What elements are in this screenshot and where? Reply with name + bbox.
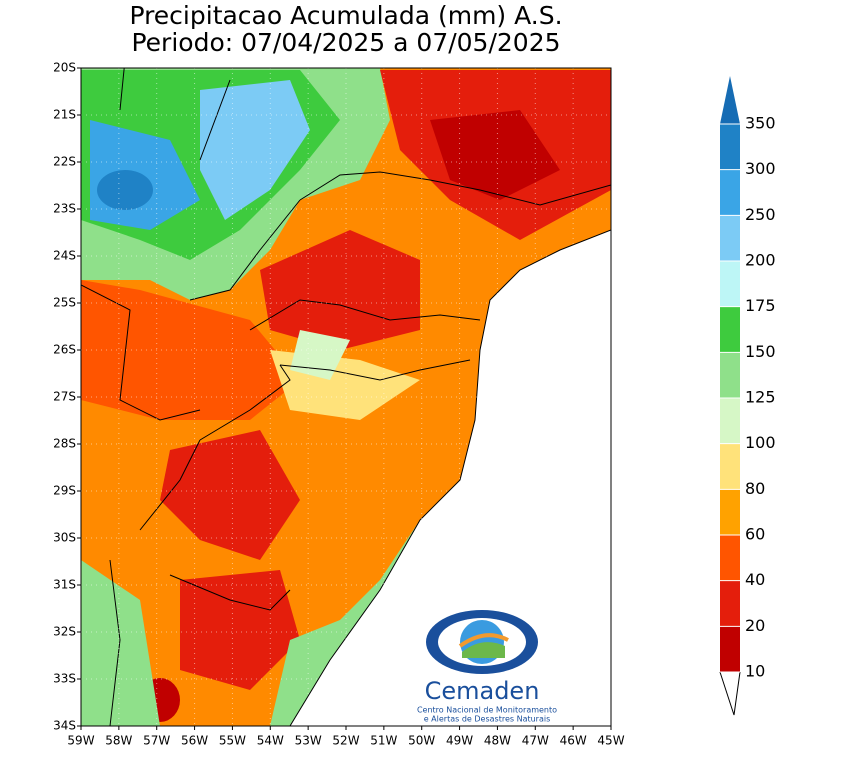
colorbar-label: 60 (745, 525, 765, 544)
lon-label: 53W (295, 734, 322, 748)
logo-line2: e Alertas de Desastres Naturais (424, 715, 551, 724)
colorbar-segment (720, 580, 740, 627)
colorbar-label: 40 (745, 570, 765, 589)
colorbar-label: 10 (745, 662, 765, 681)
lon-label: 54W (257, 734, 284, 748)
lon-label: 59W (67, 734, 94, 748)
lon-label: 50W (408, 734, 435, 748)
lon-label: 58W (105, 734, 132, 748)
lat-label: 28S (53, 437, 76, 451)
lat-label: 23S (53, 202, 76, 216)
lat-label: 22S (53, 155, 76, 169)
lat-label: 34S (53, 719, 76, 733)
colorbar-segment (720, 398, 740, 444)
precipitation-field (81, 68, 611, 726)
colorbar-label: 150 (745, 342, 776, 361)
colorbar-segment (720, 626, 740, 672)
lon-label: 51W (370, 734, 397, 748)
lon-label: 49W (446, 734, 473, 748)
graticule (81, 68, 611, 726)
colorbar-bottom-arrow (719, 671, 741, 716)
lat-label: 26S (53, 343, 76, 357)
lat-label: 32S (53, 625, 76, 639)
colorbar-label: 350 (745, 114, 776, 133)
lon-label: 55W (219, 734, 246, 748)
colorbar-segment (720, 489, 740, 535)
colorbar-label: 20 (745, 616, 765, 635)
colorbar-segment (720, 306, 740, 353)
colorbar-label: 200 (745, 251, 776, 270)
colorbar-segment (720, 215, 740, 261)
lat-label: 30S (53, 531, 76, 545)
logo-line1: Centro Nacional de Monitoramento (417, 706, 557, 715)
lon-label: 57W (143, 734, 170, 748)
colorbar-label: 100 (745, 433, 776, 452)
lon-label: 46W (560, 734, 587, 748)
colorbar-label: 300 (745, 159, 776, 178)
colorbar-segment (720, 169, 740, 216)
subtitle: Periodo: 07/04/2025 a 07/05/2025 (131, 28, 560, 57)
lon-label: 56W (181, 734, 208, 748)
colorbar-top-arrow (720, 76, 740, 124)
colorbar-segment (720, 124, 740, 170)
lat-label: 33S (53, 672, 76, 686)
cemaden-logo: Cemaden Centro Nacional de Monitoramento… (417, 610, 557, 724)
colorbar-segment (720, 443, 740, 490)
colorbar-segment (720, 535, 740, 581)
lat-label: 21S (53, 108, 76, 122)
lat-label: 20S (53, 61, 76, 75)
lat-label: 25S (53, 296, 76, 310)
lon-label: 48W (484, 734, 511, 748)
lat-label: 29S (53, 484, 76, 498)
lon-label: 52W (332, 734, 359, 748)
colorbar-label: 80 (745, 479, 765, 498)
colorbar-label: 125 (745, 388, 776, 407)
colorbar-label: 175 (745, 296, 776, 315)
logo-name: Cemaden (425, 677, 540, 705)
colorbar-segment (720, 352, 740, 398)
lon-label: 45W (597, 734, 624, 748)
title: Precipitacao Acumulada (mm) A.S. (129, 1, 562, 30)
lon-label: 47W (522, 734, 549, 748)
lat-label: 24S (53, 249, 76, 263)
lat-label: 27S (53, 390, 76, 404)
lat-label: 31S (53, 578, 76, 592)
colorbar-segment (720, 261, 740, 307)
colorbar-label: 250 (745, 205, 776, 224)
